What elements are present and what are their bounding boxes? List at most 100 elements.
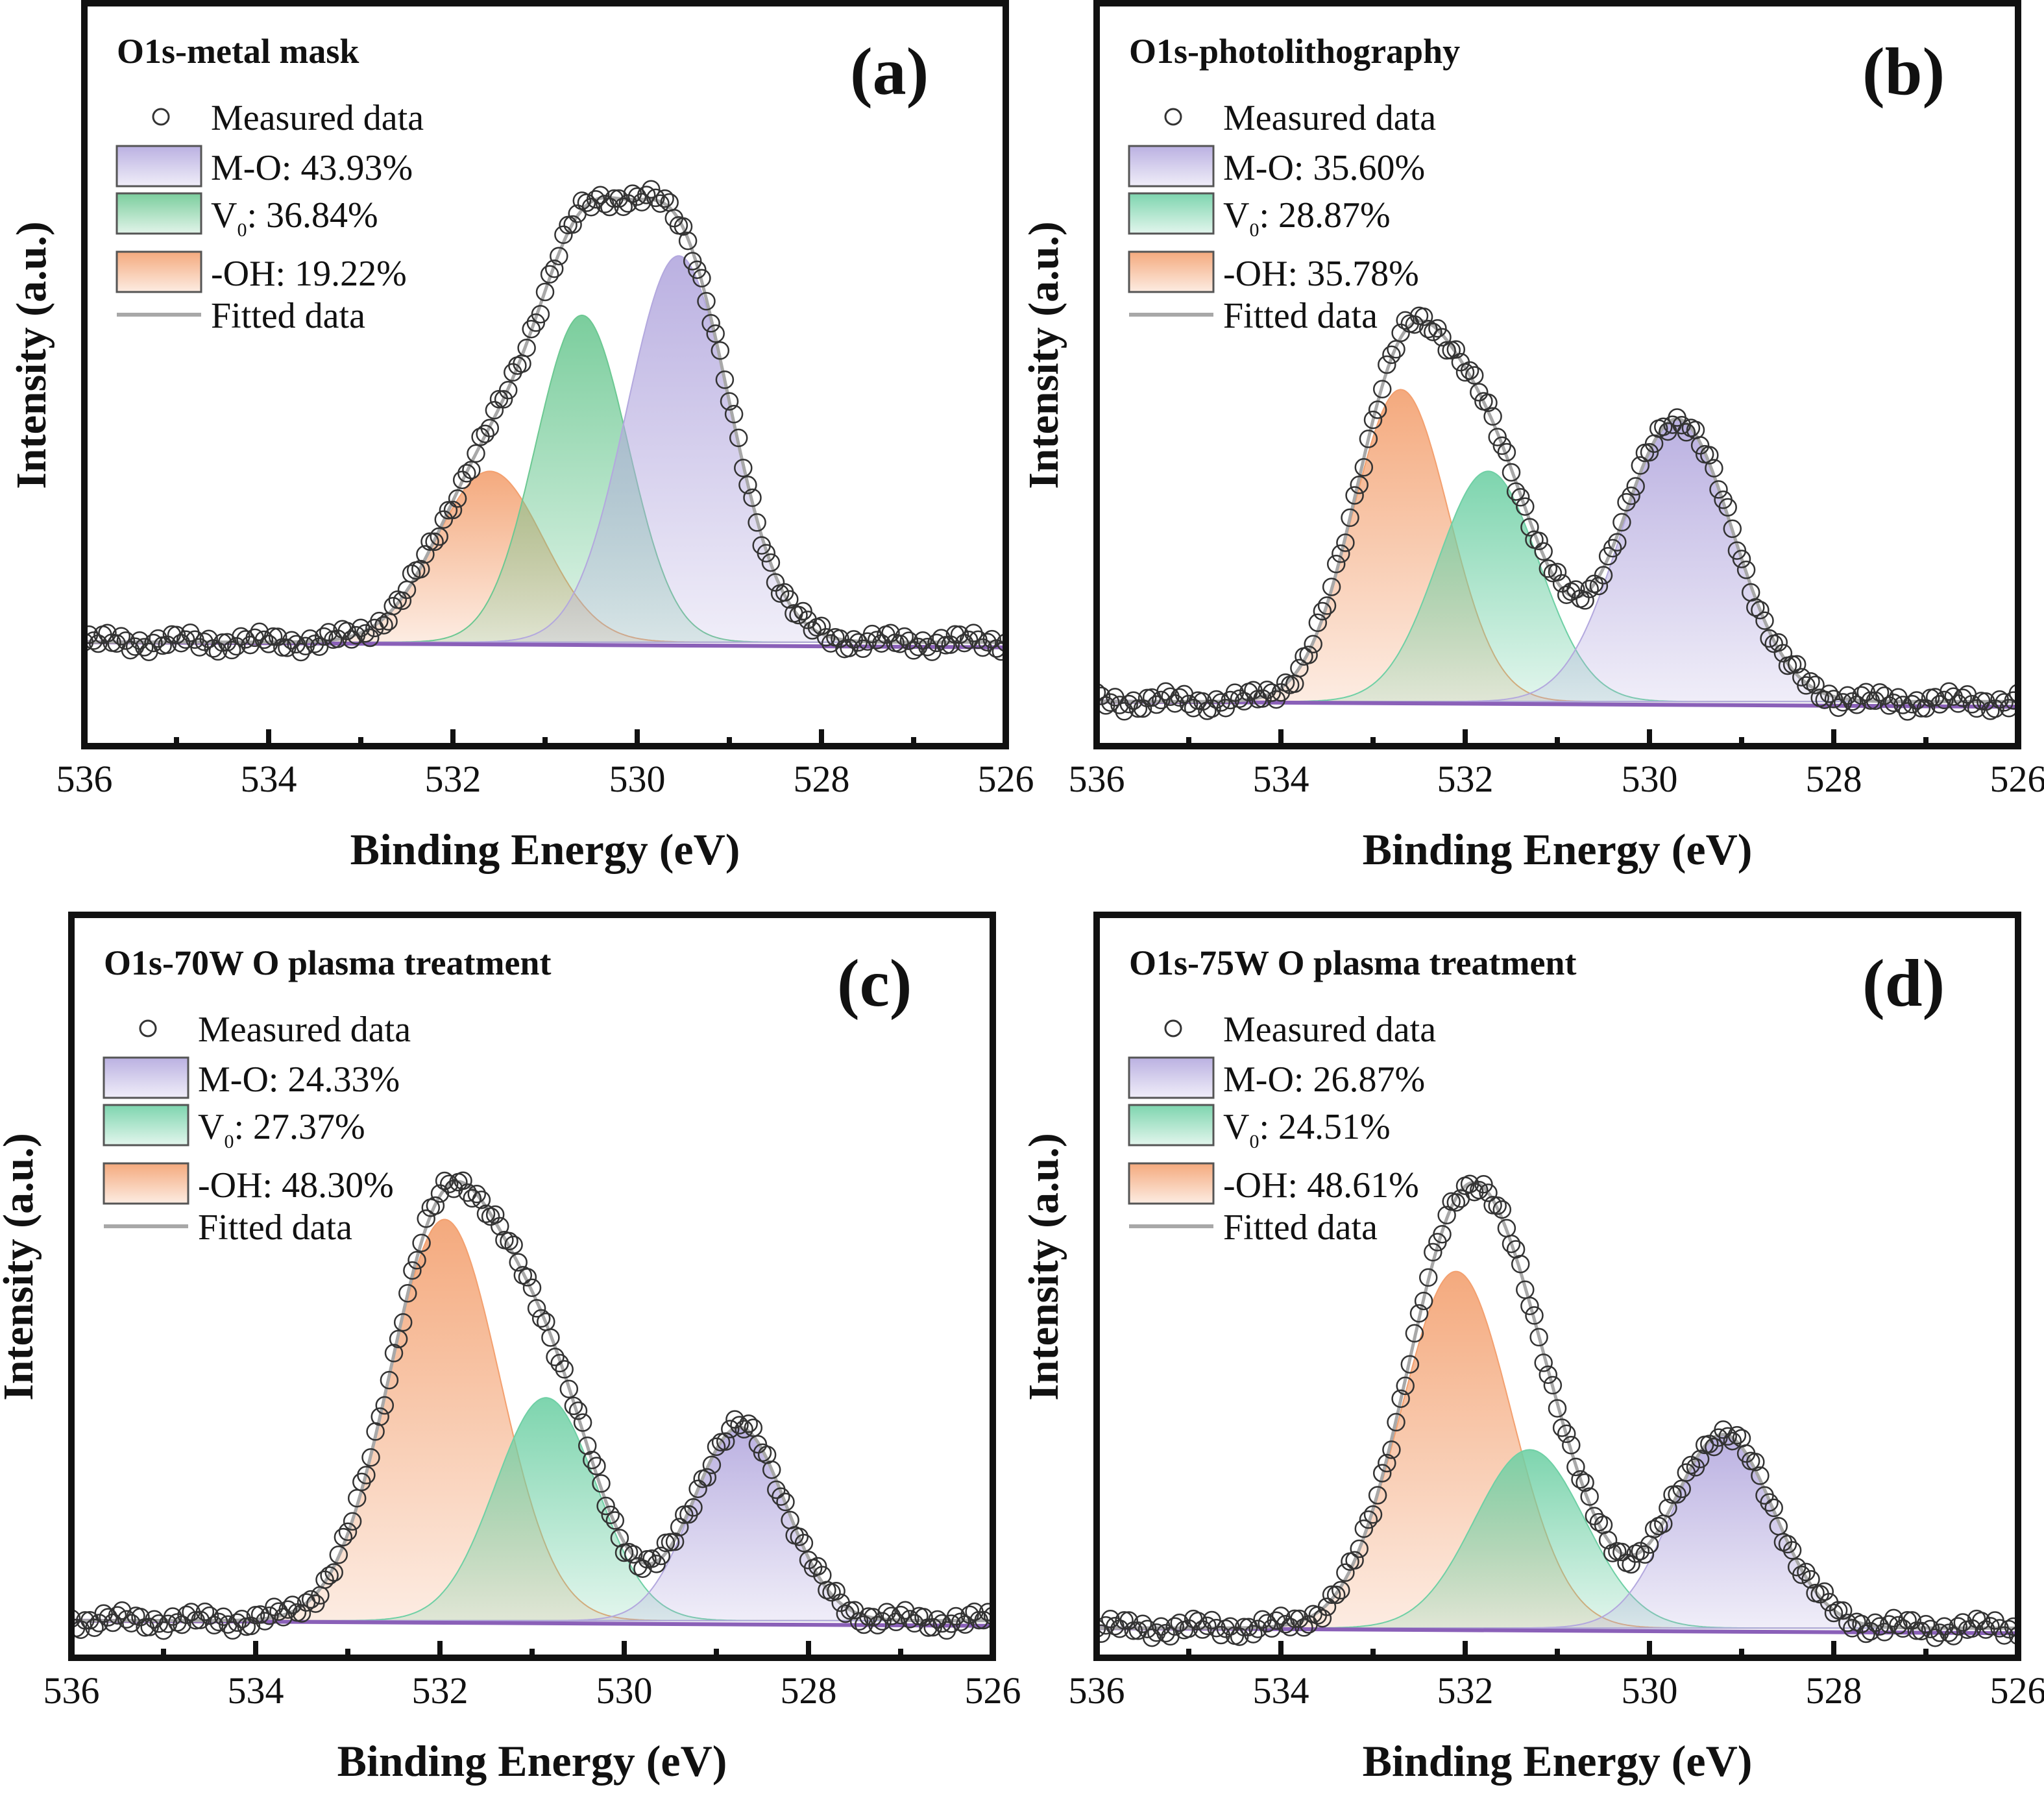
legend-oh: -OH: 35.78% — [1223, 254, 1419, 294]
legend-swatch-mo — [117, 146, 201, 186]
y-axis-title: Intensity (a.u.) — [1020, 1133, 1067, 1401]
legend-vo-rest: : 36.84% — [247, 195, 378, 236]
legend-vo-main: V — [1223, 195, 1249, 236]
panel-title: O1s-75W O plasma treatment — [1129, 943, 1576, 982]
component-vo — [1097, 1449, 2018, 1628]
x-tick-label: 536 — [43, 1669, 100, 1712]
x-tick-label: 530 — [609, 758, 666, 800]
legend: Measured data M-O: 26.87% V0: 24.51% -OH: 4… — [1129, 1010, 1436, 1248]
panel-title: O1s-photolithography — [1129, 32, 1460, 71]
x-tick-label: 536 — [56, 758, 113, 800]
legend-mo: M-O: 26.87% — [1223, 1060, 1425, 1100]
legend-vo-sub: 0 — [1249, 1131, 1259, 1152]
legend-vo-main: V — [198, 1107, 224, 1147]
legend-measured: Measured data — [211, 98, 424, 138]
x-tick-label: 530 — [1622, 758, 1678, 800]
x-tick-label: 528 — [1806, 758, 1862, 800]
legend-oh: -OH: 48.61% — [1223, 1165, 1419, 1206]
component-vo — [1097, 471, 2018, 701]
legend-vo-rest: : 27.37% — [234, 1107, 365, 1147]
x-axis-title: Binding Energy (eV) — [337, 1736, 727, 1786]
measured-marker-icon — [153, 109, 169, 125]
legend-vo-main: V — [211, 195, 237, 236]
panel-label: (c) — [837, 946, 912, 1021]
legend-vo: V0: 27.37% — [198, 1107, 365, 1152]
legend-swatch-vo — [117, 193, 201, 234]
legend-oh: -OH: 19.22% — [211, 254, 407, 294]
legend-measured: Measured data — [1223, 98, 1436, 138]
x-tick-label: 534 — [1253, 1669, 1309, 1712]
legend-mo: M-O: 43.93% — [211, 148, 413, 188]
legend-swatch-oh — [1129, 1163, 1213, 1204]
x-tick-label: 528 — [794, 758, 850, 800]
legend-measured: Measured data — [198, 1010, 411, 1050]
x-tick-label: 528 — [1806, 1669, 1862, 1712]
plot-area — [1088, 308, 2026, 720]
legend-swatch-oh — [117, 252, 201, 292]
legend-swatch-mo — [1129, 1058, 1213, 1098]
panel-label: (b) — [1862, 34, 1945, 109]
x-tick-label: 534 — [1253, 758, 1309, 800]
x-tick-label: 530 — [1622, 1669, 1678, 1712]
legend-vo: V0: 36.84% — [211, 195, 378, 241]
legend-vo-rest: : 28.87% — [1259, 195, 1390, 236]
legend-measured: Measured data — [1223, 1010, 1436, 1050]
legend: Measured data M-O: 24.33% V0: 27.37% -OH: 4… — [104, 1010, 411, 1248]
legend-vo-sub: 0 — [1249, 219, 1259, 241]
component-vo — [71, 1398, 993, 1621]
panel-label: (a) — [850, 34, 929, 109]
legend: Measured data M-O: 35.60% V0: 28.87% -OH: 3… — [1129, 98, 1436, 336]
legend-fitted: Fitted data — [1223, 1207, 1378, 1248]
legend-vo: V0: 28.87% — [1223, 195, 1391, 241]
x-tick-label: 532 — [1437, 758, 1494, 800]
legend-vo: V0: 24.51% — [1223, 1107, 1391, 1152]
x-tick-label: 532 — [425, 758, 481, 800]
legend-fitted: Fitted data — [1223, 296, 1378, 336]
legend-swatch-mo — [104, 1058, 188, 1098]
legend-swatch-vo — [1129, 193, 1213, 234]
legend-swatch-oh — [1129, 252, 1213, 292]
measured-marker-icon — [1165, 1021, 1181, 1036]
legend-swatch-vo — [1129, 1105, 1213, 1145]
legend-fitted: Fitted data — [211, 296, 365, 336]
x-tick-label: 532 — [1437, 1669, 1494, 1712]
legend-swatch-vo — [104, 1105, 188, 1145]
y-axis-title: Intensity (a.u.) — [1020, 221, 1067, 489]
y-axis-title: Intensity (a.u.) — [0, 1133, 42, 1401]
measured-point — [1816, 1583, 1833, 1600]
x-tick-label: 536 — [1069, 1669, 1125, 1712]
x-tick-label: 534 — [241, 758, 297, 800]
legend-mo: M-O: 35.60% — [1223, 148, 1425, 188]
measured-marker-icon — [140, 1021, 156, 1036]
legend-vo-main: V — [1223, 1107, 1249, 1147]
x-tick-label: 534 — [228, 1669, 284, 1712]
measured-marker-icon — [1165, 109, 1181, 125]
x-tick-label: 530 — [596, 1669, 653, 1712]
x-tick-label: 526 — [1990, 758, 2044, 800]
x-tick-label: 526 — [1990, 1669, 2044, 1712]
legend-oh: -OH: 48.30% — [198, 1165, 394, 1206]
legend-mo: M-O: 24.33% — [198, 1060, 400, 1100]
panel-label: (d) — [1862, 946, 1945, 1021]
legend-vo-rest: : 24.51% — [1259, 1107, 1390, 1147]
legend-swatch-mo — [1129, 146, 1213, 186]
x-axis-title: Binding Energy (eV) — [350, 825, 740, 874]
panel-title: O1s-metal mask — [117, 32, 359, 71]
x-axis-title: Binding Energy (eV) — [1363, 1736, 1753, 1786]
legend-fitted: Fitted data — [198, 1207, 352, 1248]
x-tick-label: 536 — [1069, 758, 1125, 800]
legend-vo-sub: 0 — [237, 219, 247, 241]
x-tick-label: 532 — [412, 1669, 468, 1712]
legend-swatch-oh — [104, 1163, 188, 1204]
component-vo — [84, 315, 1006, 642]
legend-vo-sub: 0 — [224, 1131, 234, 1152]
panel-title: O1s-70W O plasma treatment — [104, 943, 551, 982]
plot-area — [76, 181, 1014, 661]
x-tick-label: 528 — [781, 1669, 837, 1712]
x-axis-title: Binding Energy (eV) — [1363, 825, 1753, 874]
legend: Measured data M-O: 43.93% V0: 36.84% -OH: 1… — [117, 98, 424, 336]
